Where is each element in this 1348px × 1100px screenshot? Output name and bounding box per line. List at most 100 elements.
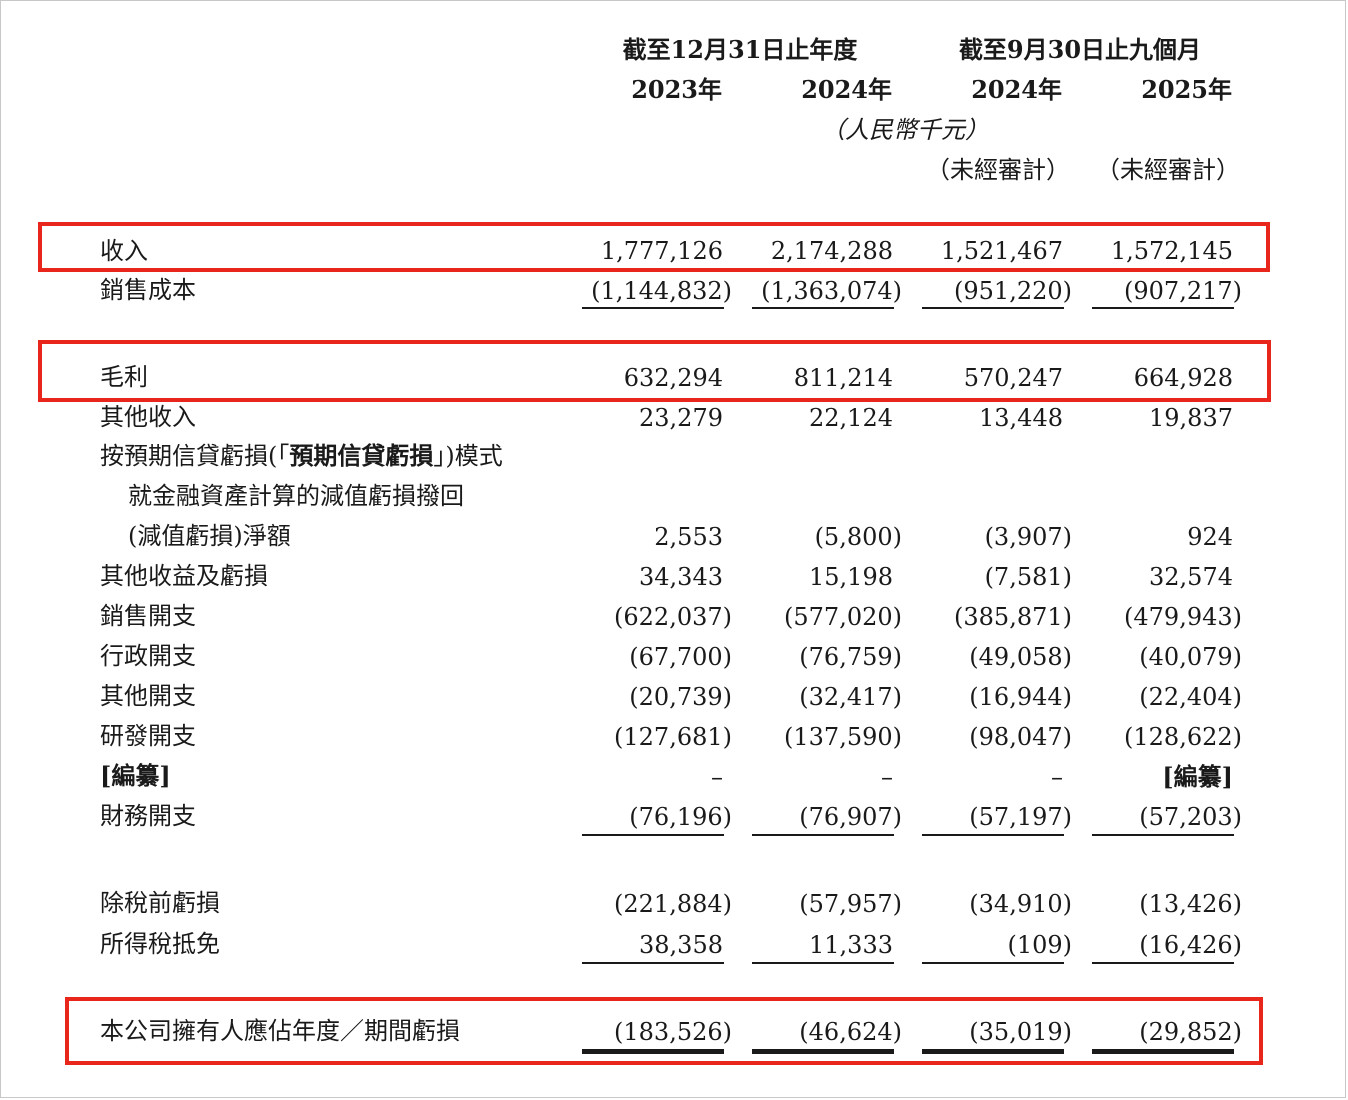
cell-other-exp-2023: (20,739) — [629, 683, 732, 711]
unaudited-note-2024: （未經審計） — [926, 156, 1070, 184]
cell-other-gains-2024: 15,198 — [809, 563, 893, 591]
col-header-2024-year: 2024年 — [801, 75, 892, 104]
row-label-ecl-line1: 按預期信貸虧損(「預期信貸虧損」)模式 — [100, 441, 503, 471]
cell-rnd-2023: (127,681) — [614, 723, 732, 751]
cell-ecl-2023: 2,553 — [654, 523, 723, 551]
cell-other-exp-9m-2025: (22,404) — [1139, 683, 1242, 711]
header-group-year: 截至12月31日止年度 — [622, 35, 858, 64]
underline — [752, 307, 894, 309]
cell-cost-9m-2025: (907,217) — [1124, 277, 1242, 305]
cell-revenue-9m-2024: 1,521,467 — [940, 237, 1063, 265]
highlight-box-gross-profit — [38, 340, 1271, 402]
cell-rnd-9m-2025: (128,622) — [1124, 723, 1242, 751]
row-label-admin: 行政開支 — [100, 642, 196, 670]
underline — [582, 962, 724, 964]
row-label-finance: 財務開支 — [100, 802, 196, 830]
ecl-label-part-a: 按預期信貸虧損(「 — [100, 442, 290, 470]
col-header-2023: 2023年 — [631, 75, 722, 104]
row-label-other-expenses: 其他開支 — [100, 682, 196, 710]
cell-other-income-9m-2025: 19,837 — [1149, 404, 1233, 432]
underline — [752, 834, 894, 836]
cell-pretax-9m-2024: (34,910) — [969, 890, 1072, 918]
cell-finance-9m-2024: (57,197) — [969, 803, 1072, 831]
cell-tax-2023: 38,358 — [639, 931, 723, 959]
double-underline — [752, 1049, 894, 1054]
underline — [1092, 307, 1234, 309]
cell-revenue-2023: 1,777,126 — [600, 237, 723, 265]
ecl-label-defined-term: 預期信貸虧損 — [289, 441, 434, 470]
underline — [582, 834, 724, 836]
cell-redacted-2023: – — [711, 763, 723, 791]
row-label-pretax-loss: 除稅前虧損 — [100, 889, 220, 917]
cell-other-income-2023: 23,279 — [639, 404, 723, 432]
unaudited-note-2025: （未經審計） — [1096, 156, 1240, 184]
cell-other-income-2024: 22,124 — [809, 404, 893, 432]
cell-admin-2024: (76,759) — [799, 643, 902, 671]
underline — [1092, 962, 1234, 964]
cell-finance-2023: (76,196) — [629, 803, 732, 831]
cell-finance-2024: (76,907) — [799, 803, 902, 831]
row-label-ecl-line3: (減值虧損)淨額 — [128, 522, 291, 550]
row-label-other-gains: 其他收益及虧損 — [100, 562, 268, 590]
currency-note: （人民幣千元） — [821, 116, 989, 144]
cell-redacted-9m-2024: – — [1051, 763, 1063, 791]
cell-other-gains-9m-2025: 32,574 — [1149, 563, 1233, 591]
row-label-selling: 銷售開支 — [100, 602, 196, 630]
cell-ecl-9m-2024: (3,907) — [984, 523, 1072, 551]
double-underline — [1092, 1049, 1234, 1054]
row-label-other-income: 其他收入 — [100, 403, 196, 431]
row-label-tax-credit: 所得稅抵免 — [100, 930, 220, 958]
col-header-2025: 2025年 — [1141, 75, 1232, 104]
cell-other-exp-2024: (32,417) — [799, 683, 902, 711]
cell-selling-2023: (622,037) — [614, 603, 732, 631]
cell-other-gains-2023: 34,343 — [639, 563, 723, 591]
row-label-ecl-line2: 就金融資產計算的減值虧損撥回 — [128, 482, 464, 510]
row-label-revenue: 收入 — [100, 237, 148, 265]
cell-other-gains-9m-2024: (7,581) — [984, 563, 1072, 591]
cell-tax-9m-2025: (16,426) — [1139, 931, 1242, 959]
cell-other-exp-9m-2024: (16,944) — [969, 683, 1072, 711]
cell-tax-2024: 11,333 — [809, 931, 893, 959]
highlight-box-revenue — [38, 222, 1270, 272]
col-header-2024-nine: 2024年 — [971, 75, 1062, 104]
cell-pretax-2023: (221,884) — [614, 890, 732, 918]
cell-net-loss-2023: (183,526) — [614, 1018, 732, 1046]
cell-pretax-2024: (57,957) — [799, 890, 902, 918]
cell-net-loss-2024: (46,624) — [799, 1018, 902, 1046]
cell-gross-profit-9m-2025: 664,928 — [1133, 364, 1233, 392]
cell-net-loss-9m-2024: (35,019) — [969, 1018, 1072, 1046]
underline — [1092, 834, 1234, 836]
cell-net-loss-9m-2025: (29,852) — [1139, 1018, 1242, 1046]
cell-cost-2023: (1,144,832) — [591, 277, 732, 305]
cell-admin-9m-2024: (49,058) — [969, 643, 1072, 671]
underline — [922, 834, 1064, 836]
cell-redacted-9m-2025: [編纂] — [1162, 762, 1233, 791]
cell-gross-profit-2024: 811,214 — [793, 364, 893, 392]
cell-rnd-9m-2024: (98,047) — [969, 723, 1072, 751]
cell-gross-profit-2023: 632,294 — [623, 364, 723, 392]
underline — [922, 962, 1064, 964]
cell-admin-2023: (67,700) — [629, 643, 732, 671]
cell-cost-9m-2024: (951,220) — [954, 277, 1072, 305]
row-label-net-loss: 本公司擁有人應佔年度／期間虧損 — [100, 1017, 460, 1045]
row-label-gross-profit: 毛利 — [100, 363, 148, 391]
cell-selling-9m-2025: (479,943) — [1124, 603, 1242, 631]
double-underline — [582, 1049, 724, 1054]
cell-ecl-2024: (5,800) — [814, 523, 902, 551]
cell-other-income-9m-2024: 13,448 — [979, 404, 1063, 432]
cell-tax-9m-2024: (109) — [1007, 931, 1072, 959]
row-label-rnd: 研發開支 — [100, 722, 196, 750]
cell-rnd-2024: (137,590) — [784, 723, 902, 751]
cell-admin-9m-2025: (40,079) — [1139, 643, 1242, 671]
ecl-label-part-c: 」)模式 — [433, 442, 503, 470]
double-underline — [922, 1049, 1064, 1054]
highlight-box-net-loss — [65, 997, 1263, 1065]
cell-selling-9m-2024: (385,871) — [954, 603, 1072, 631]
header-group-nine-months: 截至9月30日止九個月 — [958, 35, 1202, 64]
row-label-redacted: [編纂] — [100, 761, 171, 790]
cell-ecl-9m-2025: 924 — [1187, 523, 1233, 551]
cell-cost-2024: (1,363,074) — [761, 277, 902, 305]
cell-redacted-2024: – — [881, 763, 893, 791]
underline — [752, 962, 894, 964]
